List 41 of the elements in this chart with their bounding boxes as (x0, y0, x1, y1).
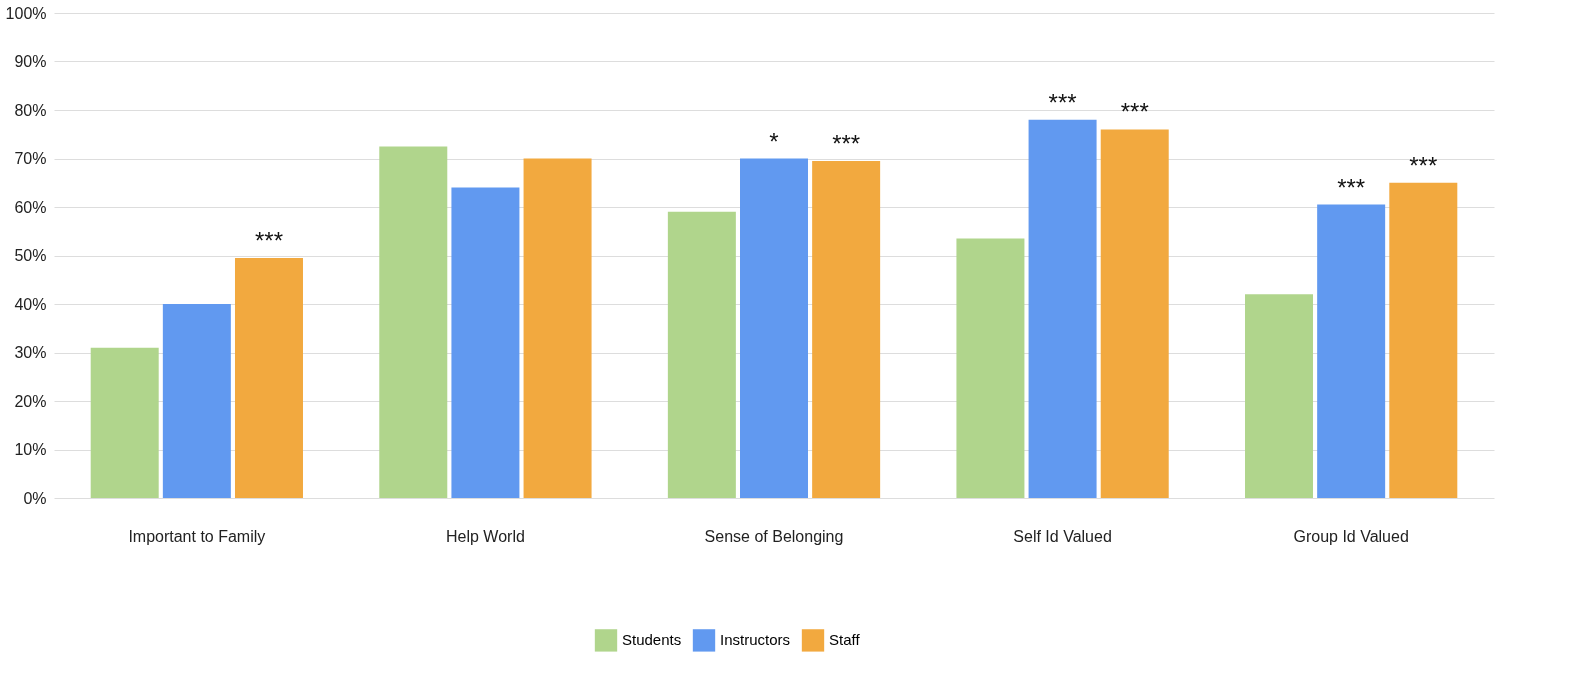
x-tick-label: Sense of Belonging (704, 527, 844, 545)
bar (379, 146, 448, 498)
y-tick-label: 100% (5, 4, 47, 22)
y-tick-label: 90% (14, 53, 47, 70)
bar (162, 304, 231, 498)
bar (812, 160, 881, 498)
bar (1389, 182, 1458, 498)
y-tick-label: 0% (23, 489, 47, 507)
bar (956, 238, 1025, 498)
data-label: *** (1409, 151, 1438, 179)
bar (667, 211, 736, 498)
data-label: * (769, 127, 779, 155)
y-tick-label: 60% (14, 198, 47, 216)
bar (1028, 119, 1097, 498)
legend-label: Instructors (720, 631, 791, 649)
bar (523, 158, 592, 498)
legend-label: Students (622, 631, 682, 649)
bar (451, 187, 520, 498)
bar (1317, 204, 1386, 498)
data-label: *** (1120, 98, 1149, 126)
y-tick-label: 10% (14, 441, 47, 458)
y-tick-label: 20% (14, 392, 47, 410)
data-label: *** (254, 226, 284, 254)
y-tick-label: 40% (14, 295, 47, 313)
legend-label: Staff (829, 631, 861, 649)
x-tick-label: Group Id Valued (1293, 527, 1409, 545)
y-tick-label: 80% (14, 101, 47, 119)
bar (1245, 294, 1314, 498)
bar (234, 257, 303, 498)
y-tick-label: 70% (14, 150, 47, 167)
y-tick-label: 30% (14, 344, 47, 361)
x-tick-label: Help World (446, 527, 525, 545)
data-label: *** (832, 129, 861, 157)
y-tick-label: 50% (14, 247, 47, 264)
bar (1100, 129, 1169, 498)
bar (740, 158, 808, 498)
x-tick-label: Self Id Valued (1013, 527, 1112, 545)
data-label: *** (1337, 173, 1366, 201)
bar (90, 347, 159, 498)
x-tick-label: Important to Family (128, 527, 266, 545)
data-label: *** (1048, 88, 1077, 116)
